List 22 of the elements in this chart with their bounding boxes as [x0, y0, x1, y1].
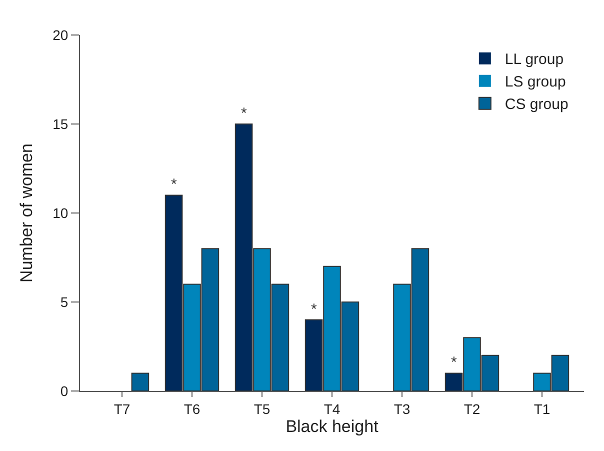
y-tick-label: 5: [60, 294, 68, 310]
x-tick-label: T6: [184, 400, 200, 417]
x-tick-label: T5: [254, 400, 270, 417]
x-axis-title: Black height: [286, 417, 379, 436]
legend-label: LS group: [504, 74, 566, 91]
legend-label: CS group: [504, 96, 568, 114]
x-tick-label: T4: [324, 400, 340, 417]
bar: [131, 372, 150, 391]
x-tick-label: T1: [534, 400, 550, 417]
y-axis-title: Number of women: [17, 144, 36, 282]
annotation: *: [241, 105, 247, 122]
y-tick-label: 15: [52, 116, 68, 132]
annotation: *: [311, 301, 317, 318]
annotation: *: [451, 354, 457, 371]
x-tick-label: T2: [464, 400, 480, 417]
y-tick-label: 10: [52, 204, 68, 221]
annotation: *: [171, 176, 177, 193]
legend-label: LL group: [504, 51, 564, 68]
x-tick-label: T7: [114, 400, 130, 417]
x-tick-label: T3: [394, 400, 410, 417]
y-tick-label: 0: [60, 382, 68, 399]
y-tick-label: 20: [52, 26, 68, 43]
